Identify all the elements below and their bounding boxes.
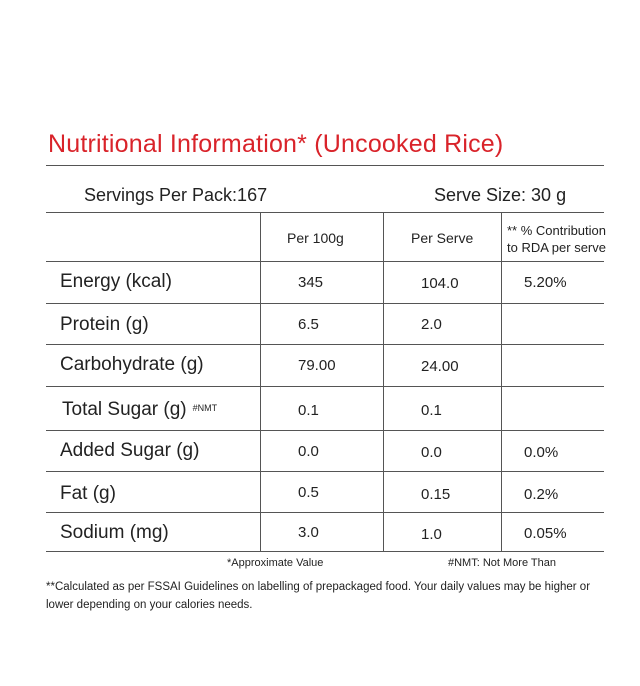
- row-line: [46, 430, 604, 431]
- energy-rda: 5.20%: [524, 274, 567, 291]
- added-sugar-rda: 0.0%: [524, 444, 559, 461]
- column-divider: [383, 212, 384, 551]
- energy-per-100g: 345: [298, 274, 324, 291]
- sodium-per-100g: 3.0: [298, 524, 319, 541]
- row-label-total-sugar: Total Sugar (g) #NMT: [62, 399, 217, 421]
- row-label-added-sugar: Added Sugar (g): [60, 440, 200, 461]
- added-sugar-per-serve: 0.0: [421, 444, 442, 461]
- servings-per-pack: Servings Per Pack:167: [84, 185, 268, 205]
- total-sugar-label-text: Total Sugar (g): [62, 399, 187, 420]
- rda-header-line-1: ** % Contribution: [507, 223, 606, 238]
- footnote-nmt: #NMT: Not More Than: [448, 557, 557, 569]
- carbohydrate-per-serve: 24.00: [421, 358, 459, 375]
- fat-rda: 0.2%: [524, 486, 559, 503]
- row-line: [46, 471, 604, 472]
- column-header-per-serve: Per Serve: [411, 230, 474, 246]
- fat-per-100g: 0.5: [298, 484, 319, 501]
- row-label-protein: Protein (g): [60, 314, 149, 335]
- row-line: [46, 344, 604, 345]
- serve-size: Serve Size: 30 g: [434, 185, 567, 205]
- column-header-rda: ** % Contribution to RDA per serve: [507, 222, 606, 256]
- footnote-approximate: *Approximate Value: [227, 557, 324, 569]
- row-label-fat: Fat (g): [60, 483, 116, 504]
- table-top-line: [46, 212, 604, 213]
- carbohydrate-per-100g: 79.00: [298, 357, 336, 374]
- row-label-sodium: Sodium (mg): [60, 522, 169, 543]
- row-line: [46, 303, 604, 304]
- row-label-carbohydrate: Carbohydrate (g): [60, 354, 204, 375]
- row-line: [46, 512, 604, 513]
- protein-per-serve: 2.0: [421, 316, 442, 333]
- nmt-tag: #NMT: [192, 403, 218, 413]
- row-label-energy: Energy (kcal): [60, 271, 172, 292]
- energy-per-serve: 104.0: [421, 275, 459, 292]
- sodium-rda: 0.05%: [524, 525, 567, 542]
- fat-per-serve: 0.15: [421, 486, 451, 503]
- column-divider: [260, 212, 261, 551]
- sodium-per-serve: 1.0: [421, 526, 442, 543]
- fssai-note: **Calculated as per FSSAI Guidelines on …: [46, 581, 591, 611]
- protein-per-100g: 6.5: [298, 316, 319, 333]
- title-underline: [46, 165, 604, 166]
- header-bottom-line: [46, 261, 604, 262]
- total-sugar-per-serve: 0.1: [421, 402, 442, 419]
- row-line: [46, 386, 604, 387]
- column-header-per-100g: Per 100g: [287, 230, 344, 246]
- added-sugar-per-100g: 0.0: [298, 443, 319, 460]
- rda-header-line-2: to RDA per serve: [507, 240, 606, 255]
- page-title: Nutritional Information* (Uncooked Rice): [48, 130, 504, 158]
- total-sugar-per-100g: 0.1: [298, 402, 319, 419]
- table-bottom-line: [46, 551, 604, 552]
- column-divider: [501, 212, 502, 551]
